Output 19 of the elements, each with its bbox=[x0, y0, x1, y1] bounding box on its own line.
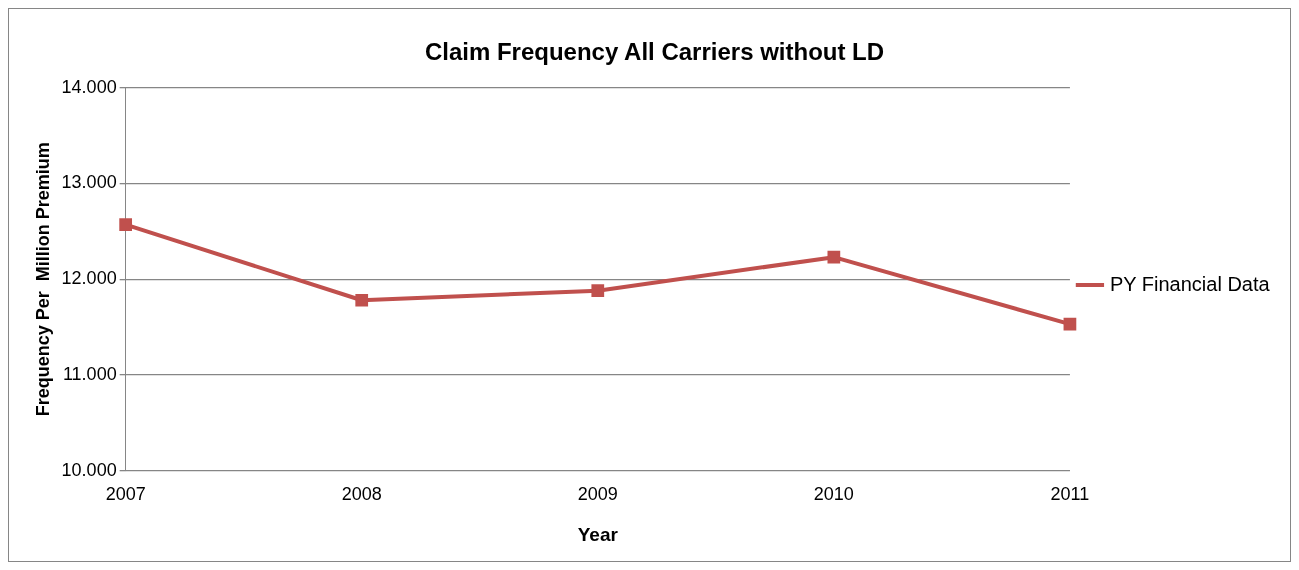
point bbox=[827, 250, 841, 264]
point bbox=[355, 293, 369, 307]
y-tick-label: 12.000 bbox=[61, 268, 117, 289]
x-tick-label: 2011 bbox=[1050, 484, 1090, 505]
y-tick-label: 13.000 bbox=[61, 172, 117, 193]
point bbox=[591, 284, 605, 298]
y-tick-label: 11.000 bbox=[62, 363, 117, 384]
x-axis-title: Year bbox=[577, 523, 619, 545]
x-tick-label: 2010 bbox=[813, 484, 854, 505]
point bbox=[119, 218, 133, 232]
legend-label: PY Financial Data bbox=[1109, 272, 1271, 295]
x-tick-label: 2008 bbox=[341, 484, 382, 505]
x-tick-label: 2007 bbox=[105, 484, 146, 505]
y-axis-title: Frequency Per Million Premium bbox=[32, 142, 53, 417]
x-tick-label: 2009 bbox=[577, 484, 618, 505]
y-tick-label: 14.000 bbox=[61, 76, 117, 97]
point bbox=[1063, 317, 1077, 331]
y-tick-label: 10.000 bbox=[61, 459, 117, 480]
chart-title: Claim Frequency All Carriers without LD bbox=[424, 38, 885, 66]
